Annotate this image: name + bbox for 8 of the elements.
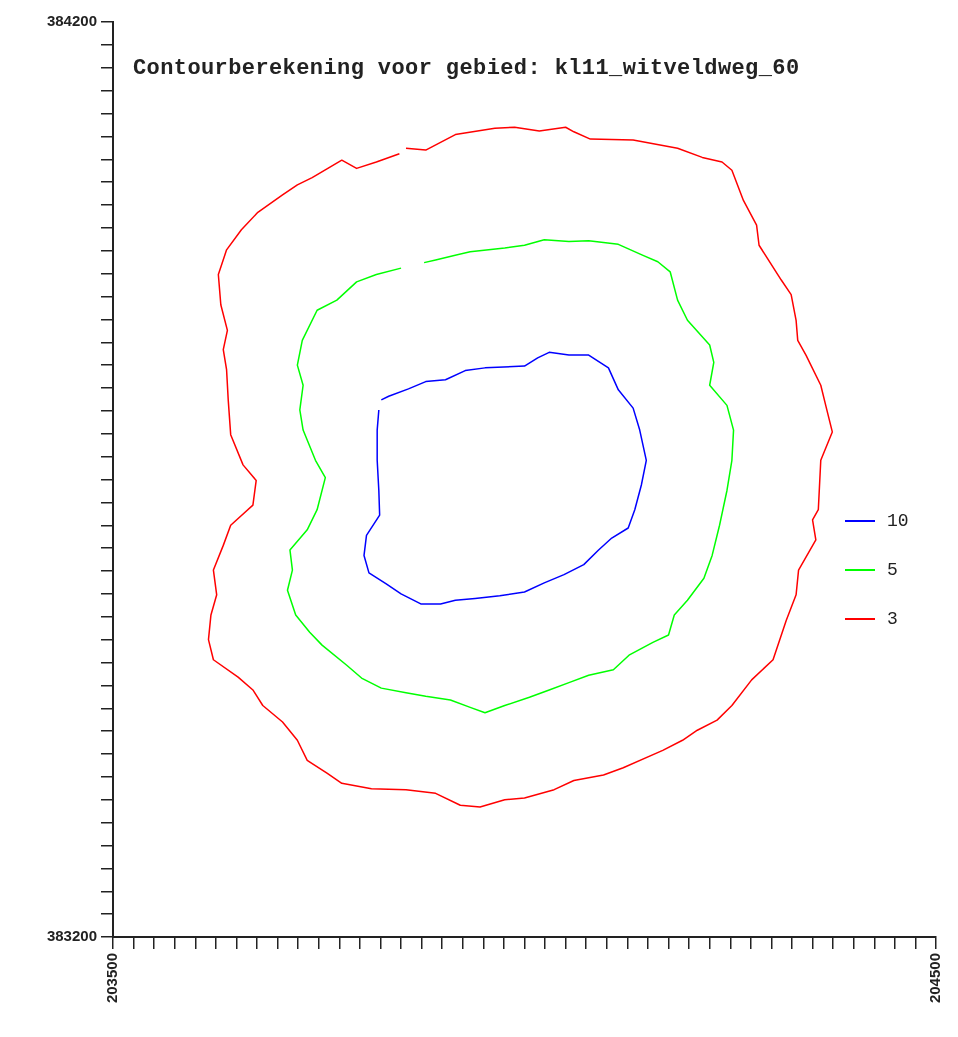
legend-label: 5	[887, 559, 898, 580]
text: Contourberekening voor gebied: kl11_witveldweg_60	[133, 56, 800, 81]
legend-label: 10	[887, 510, 909, 531]
y-tick-label: 383200	[46, 927, 97, 945]
x-tick-label: 204500	[926, 953, 944, 1004]
x-tick-label: 203500	[103, 953, 121, 1004]
y-tick-label: 384200	[46, 12, 97, 30]
legend-label: 3	[887, 608, 898, 629]
